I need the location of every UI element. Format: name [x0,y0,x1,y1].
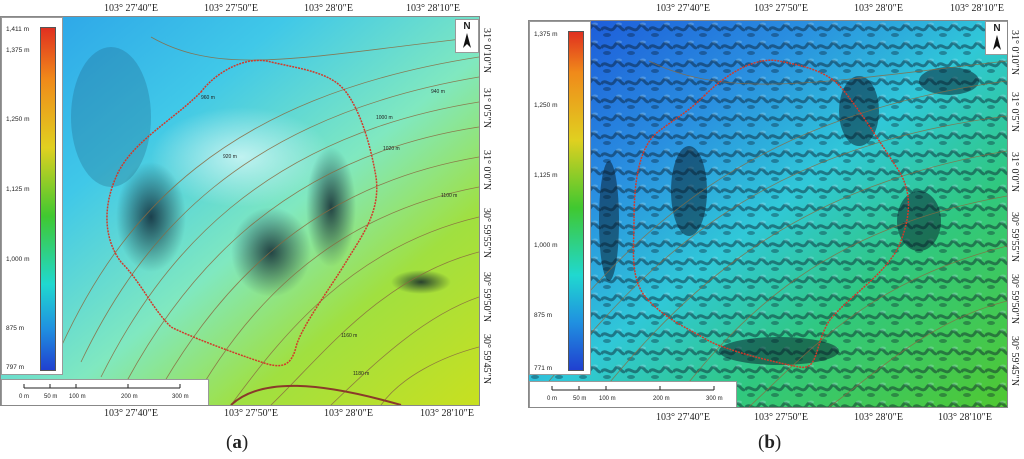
legend-tick-b-3: 1,125 m [534,172,558,179]
north-arrow-icon [463,33,471,48]
right-tick-a-2: 31° 0′5″N [481,88,492,129]
north-arrow-b: N [985,21,1007,55]
elevation-legend-b: 1,375 m 1,250 m 1,125 m 1,000 m 875 m 77… [529,21,591,375]
top-tick-a-2: 103° 27′50″E [204,3,258,14]
legend-tick-b-1: 1,375 m [534,31,558,38]
legend-tick-b-2: 1,250 m [534,102,558,109]
scale-bar-a: 0 m 50 m 100 m 200 m 300 m [1,379,209,405]
legend-tick-a-5: 1,000 m [6,256,30,263]
bottom-tick-b-4: 103° 28′10″E [938,412,992,423]
bottom-tick-b-1: 103° 27′40″E [656,412,710,423]
legend-tick-a-2: 1,375 m [6,47,30,54]
scale-bar-b: 0 m 50 m 100 m 200 m 300 m [529,381,737,407]
right-tick-b-6: 30° 59′45″N [1009,336,1020,387]
scale-label-a-1: 0 m [19,394,30,400]
right-tick-b-1: 31° 0′10″N [1009,30,1020,76]
caption-b: (b) [758,432,782,453]
contour-label-a-4: 1020 m [383,146,400,152]
scale-label-a-2: 50 m [44,394,58,400]
scale-label-b-4: 200 m [653,396,670,402]
scale-label-a-5: 300 m [172,394,189,400]
north-label-b: N [993,23,1001,34]
terrain-svg-b [529,21,1007,407]
right-tick-b-3: 31° 0′0″N [1009,152,1020,193]
elevation-map-a: 960 m 940 m 1000 m 1020 m 1100 m 1160 m … [0,16,480,406]
color-ramp-a [40,27,56,371]
scale-label-a-3: 100 m [69,394,86,400]
right-tick-a-5: 30° 59′50″N [481,272,492,323]
right-tick-a-3: 31° 0′0″N [481,150,492,191]
top-tick-b-4: 103° 28′10″E [950,3,1004,14]
north-arrow-icon [993,35,1001,50]
caption-a: (a) [226,432,249,453]
top-tick-b-3: 103° 28′0″E [854,3,903,14]
scale-label-b-2: 50 m [573,396,587,402]
legend-tick-a-4: 1,125 m [6,186,30,193]
bottom-tick-b-3: 103° 28′0″E [854,412,903,423]
bottom-tick-a-3: 103° 28′0″E [324,408,373,419]
panel-a: 103° 27′40″E 103° 27′50″E 103° 28′0″E 10… [0,0,500,459]
legend-tick-a-7: 797 m [6,364,25,371]
top-tick-b-2: 103° 27′50″E [754,3,808,14]
scale-bar-graphic-b [551,386,715,391]
north-arrow-a: N [455,19,479,53]
top-tick-a-3: 103° 28′0″E [304,3,353,14]
right-tick-a-4: 30° 59′55″N [481,208,492,259]
top-tick-a-1: 103° 27′40″E [104,3,158,14]
bottom-tick-a-4: 103° 28′10″E [420,408,474,419]
scale-label-b-1: 0 m [547,396,558,402]
right-tick-b-2: 31° 0′5″N [1009,92,1020,133]
legend-tick-a-6: 875 m [6,325,25,332]
north-label-a: N [463,21,471,32]
legend-tick-a-3: 1,250 m [6,116,30,123]
scale-bar-graphic-a [23,384,181,389]
color-ramp-b [568,31,584,371]
right-tick-b-4: 30° 59′55″N [1009,212,1020,263]
legend-tick-b-4: 1,000 m [534,242,558,249]
contour-label-a-8: 920 m [223,154,237,160]
panel-b: 103° 27′40″E 103° 27′50″E 103° 28′0″E 10… [528,0,1024,459]
terrain-svg-a: 960 m 940 m 1000 m 1020 m 1100 m 1160 m … [1,17,479,405]
right-tick-a-6: 30° 59′45″N [481,334,492,385]
top-tick-a-4: 103° 28′10″E [406,3,460,14]
contour-label-a-3: 1000 m [376,115,393,121]
contour-label-a-5: 1100 m [441,193,457,199]
scale-label-b-5: 300 m [706,396,723,402]
right-tick-a-1: 31° 0′10″N [481,28,492,74]
bottom-tick-b-2: 103° 27′50″E [754,412,808,423]
bottom-tick-a-1: 103° 27′40″E [104,408,158,419]
bottom-tick-a-2: 103° 27′50″E [224,408,278,419]
contour-label-a-7: 1180 m [353,371,369,377]
elevation-legend-a: 1,411 m 1,375 m 1,250 m 1,125 m 1,000 m … [1,17,63,375]
legend-tick-a-1: 1,411 m [6,26,30,33]
contour-label-a-6: 1160 m [341,333,357,339]
elevation-map-b: 1,375 m 1,250 m 1,125 m 1,000 m 875 m 77… [528,20,1008,408]
legend-tick-b-5: 875 m [534,312,553,319]
scale-label-b-3: 100 m [599,396,616,402]
scale-label-a-4: 200 m [121,394,138,400]
legend-tick-b-6: 771 m [534,365,553,372]
right-tick-b-5: 30° 59′50″N [1009,274,1020,325]
top-tick-b-1: 103° 27′40″E [656,3,710,14]
contour-label-a-2: 940 m [431,89,445,95]
contour-label-a-1: 960 m [201,95,215,101]
